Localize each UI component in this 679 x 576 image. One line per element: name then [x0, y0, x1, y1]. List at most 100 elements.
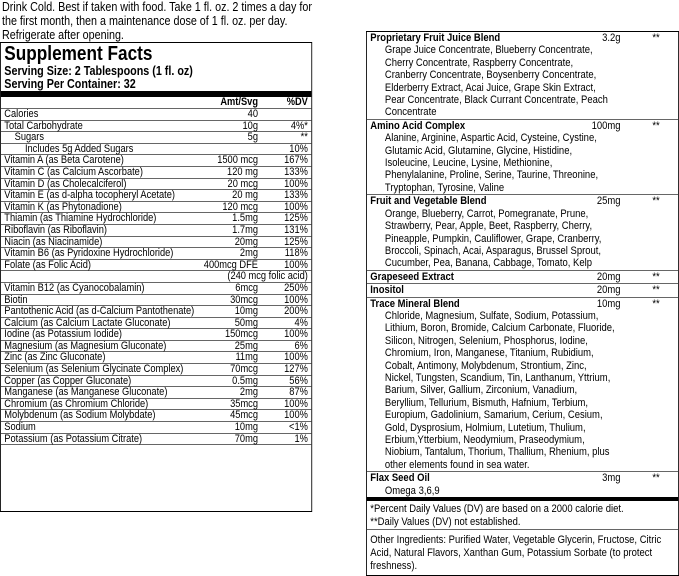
blend-description: Alanine, Arginine, Aspartic Acid, Cystei… — [384, 132, 599, 194]
spacer — [1, 97, 198, 108]
nutrient-name: Pantothenic Acid (as d-Calcium Pantothen… — [4, 305, 195, 318]
nutrient-amount — [198, 144, 258, 155]
nutrient-dv: 100% — [284, 397, 308, 410]
nutrient-name: Selenium (as Selenium Glycinate Complex) — [4, 363, 184, 376]
instruction-line: Drink Cold. Best if taken with food. Tak… — [2, 0, 312, 14]
nutrient-dv: 4%* — [290, 119, 308, 132]
nutrient-amount: 5g — [247, 131, 258, 144]
nutrient-dv: 1% — [294, 432, 308, 445]
nutrient-name: Niacin (as Niacinamide) — [4, 235, 103, 248]
facts-row: Selenium (as Selenium Glycinate Complex)… — [0, 363, 312, 376]
nutrient-amount: 35mcg — [230, 397, 258, 410]
facts-row: Vitamin A (as Beta Carotene) 1500 mcg 167% — [0, 154, 312, 167]
nutrient-dv: 131% — [284, 223, 308, 236]
nutrient-amount: 50mg — [234, 316, 258, 329]
facts-note-row: (240 mcg folic acid) — [0, 271, 312, 283]
nutrient-amount: 400mcg DFE — [203, 258, 258, 271]
servings-per-container: Serving Per Container: 32 — [4, 77, 136, 91]
blend-dv: ** — [652, 284, 660, 297]
nutrient-name: Biotin — [4, 293, 28, 306]
blend-dv: ** — [652, 270, 660, 283]
blend-name: Flax Seed Oil — [370, 472, 430, 485]
nutrient-dv: 100% — [284, 328, 308, 341]
nutrient-name: Vitamin A (as Beta Carotene) — [4, 154, 124, 167]
nutrient-dv: <1% — [289, 421, 308, 434]
facts-row: Copper (as Copper Gluconate) 0.5mg 56% — [0, 374, 312, 388]
nutrient-amount: 30mcg — [230, 293, 258, 306]
nutrient-dv: 250% — [284, 281, 308, 294]
blend-amount: 25mg — [596, 195, 621, 208]
blend-dv: ** — [652, 32, 660, 44]
amount-header: Amt/Svg — [220, 96, 258, 108]
nutrient-name: Vitamin C (as Calcium Ascorbate) — [4, 165, 143, 178]
nutrient-dv — [258, 109, 311, 120]
nutrient-amount: 11mg — [235, 351, 258, 364]
blend: Proprietary Fruit Juice Blend 3.2g ** Grape… — [366, 32, 679, 120]
blend-amount: 3.2g — [602, 32, 621, 44]
facts-row: Calories 40 — [0, 108, 312, 121]
nutrient-dv: 10% — [289, 142, 308, 155]
nutrient-name: Chromium (as Chromium Chloride) — [4, 397, 149, 410]
nutrient-name: Potassium (as Potassium Citrate) — [4, 432, 143, 445]
nutrient-name: Iodine (as Potassium Iodide) — [4, 328, 122, 341]
nutrient-name: Vitamin D (as Cholecalciferol) — [4, 177, 127, 190]
facts-row: Folate (as Folic Acid) 400mcg DFE 100% — [0, 258, 312, 272]
nutrient-dv: 127% — [284, 363, 308, 376]
instruction-line: the first month, then a maintenance dose… — [2, 14, 288, 28]
rule — [0, 91, 312, 97]
facts-row: Vitamin B12 (as Cyanocobalamin) 6mcg 250% — [0, 281, 312, 295]
nutrient-name: Folate (as Folic Acid) — [4, 258, 91, 271]
blend: Fruit and Vegetable Blend 25mg ** Orange, B… — [366, 195, 679, 271]
nutrient-name: Calcium (as Calcium Lactate Gluconate) — [4, 316, 171, 329]
blend-description: Orange, Blueberry, Carrot, Pomegranate, … — [384, 207, 602, 270]
facts-row: Thiamin (as Thiamine Hydrochloride) 1.5mg… — [0, 212, 312, 225]
nutrient-amount: 10mg — [234, 305, 258, 318]
nutrient-name: Magnesium (as Magnesium Gluconate) — [4, 339, 167, 352]
dv-header: %DV — [286, 96, 308, 108]
facts-row: Vitamin B6 (as Pyridoxine Hydrochloride)… — [0, 247, 312, 260]
nutrient-amount: 1.7mg — [232, 223, 258, 236]
nutrient-dv: 100% — [284, 258, 308, 271]
facts-row: Magnesium (as Magnesium Gluconate) 25mg 6% — [0, 339, 312, 353]
nutrient-dv: 125% — [284, 235, 308, 248]
facts-row: Iodine (as Potassium Iodide) 150mcg 100% — [0, 328, 312, 341]
facts-row: Pantothenic Acid (as d-Calcium Pantothen… — [0, 305, 312, 318]
blend: Flax Seed Oil 3mg ** Omega 3,6,9 — [366, 472, 679, 502]
facts-row: Vitamin K (as Phytonadione) 120 mcg 100% — [0, 200, 312, 214]
nutrient-dv: 100% — [284, 293, 308, 306]
facts-row: Vitamin E (as d-alpha tocopheryl Acetate… — [0, 190, 312, 202]
blends-panel: Proprietary Fruit Juice Blend 3.2g ** Grape… — [366, 31, 679, 576]
nutrient-name: Sugars — [14, 131, 45, 144]
nutrient-name: Riboflavin (as Riboflavin) — [4, 223, 108, 236]
facts-row: Riboflavin (as Riboflavin) 1.7mg 131% — [0, 223, 312, 237]
nutrient-amount: 20 mcg — [227, 177, 258, 190]
nutrient-dv: 100% — [284, 409, 308, 422]
facts-row: Vitamin D (as Cholecalciferol) 20 mcg 100% — [0, 177, 312, 191]
nutrient-amount: 120 mcg — [222, 200, 258, 213]
nutrient-name: Molybdenum (as Sodium Molybdate) — [4, 409, 156, 422]
nutrient-amount: 2mg — [239, 247, 258, 260]
instruction-line: Refrigerate after opening. — [2, 28, 124, 42]
instructions: Drink Cold. Best if taken with food. Tak… — [2, 0, 380, 42]
nutrient-name: Includes 5g Added Sugars — [24, 142, 134, 155]
nutrient-dv: 133% — [284, 165, 308, 178]
facts-row: Potassium (as Potassium Citrate) 70mg 1% — [0, 432, 312, 446]
nutrient-dv: 125% — [284, 212, 308, 225]
blend-description: Grape Juice Concentrate, Blueberry Conce… — [384, 44, 608, 119]
facts-title: Supplement Facts — [4, 43, 153, 65]
blend-header: Inositol 20mg ** — [367, 284, 678, 296]
facts-row: Vitamin C (as Calcium Ascorbate) 120 mg 13… — [0, 165, 312, 179]
blend-header: Proprietary Fruit Juice Blend 3.2g ** — [367, 32, 678, 44]
facts-row: Includes 5g Added Sugars 10% — [0, 142, 312, 156]
blend-amount: 20mg — [596, 284, 621, 297]
nutrient-dv: 100% — [284, 177, 308, 190]
blend-name: Fruit and Vegetable Blend — [370, 195, 487, 208]
nutrient-dv: ** — [300, 131, 308, 144]
facts-row: Molybdenum (as Sodium Molybdate) 45mcg 100… — [0, 409, 312, 423]
blend-header: Fruit and Vegetable Blend 25mg ** — [367, 195, 678, 207]
nutrient-dv: 100% — [284, 351, 308, 364]
blend-amount: 10mg — [596, 297, 621, 310]
nutrient-name: Copper (as Copper Gluconate) — [4, 374, 132, 387]
facts-row: Zinc (as Zinc Gluconate) 11mg 100% — [0, 351, 312, 365]
